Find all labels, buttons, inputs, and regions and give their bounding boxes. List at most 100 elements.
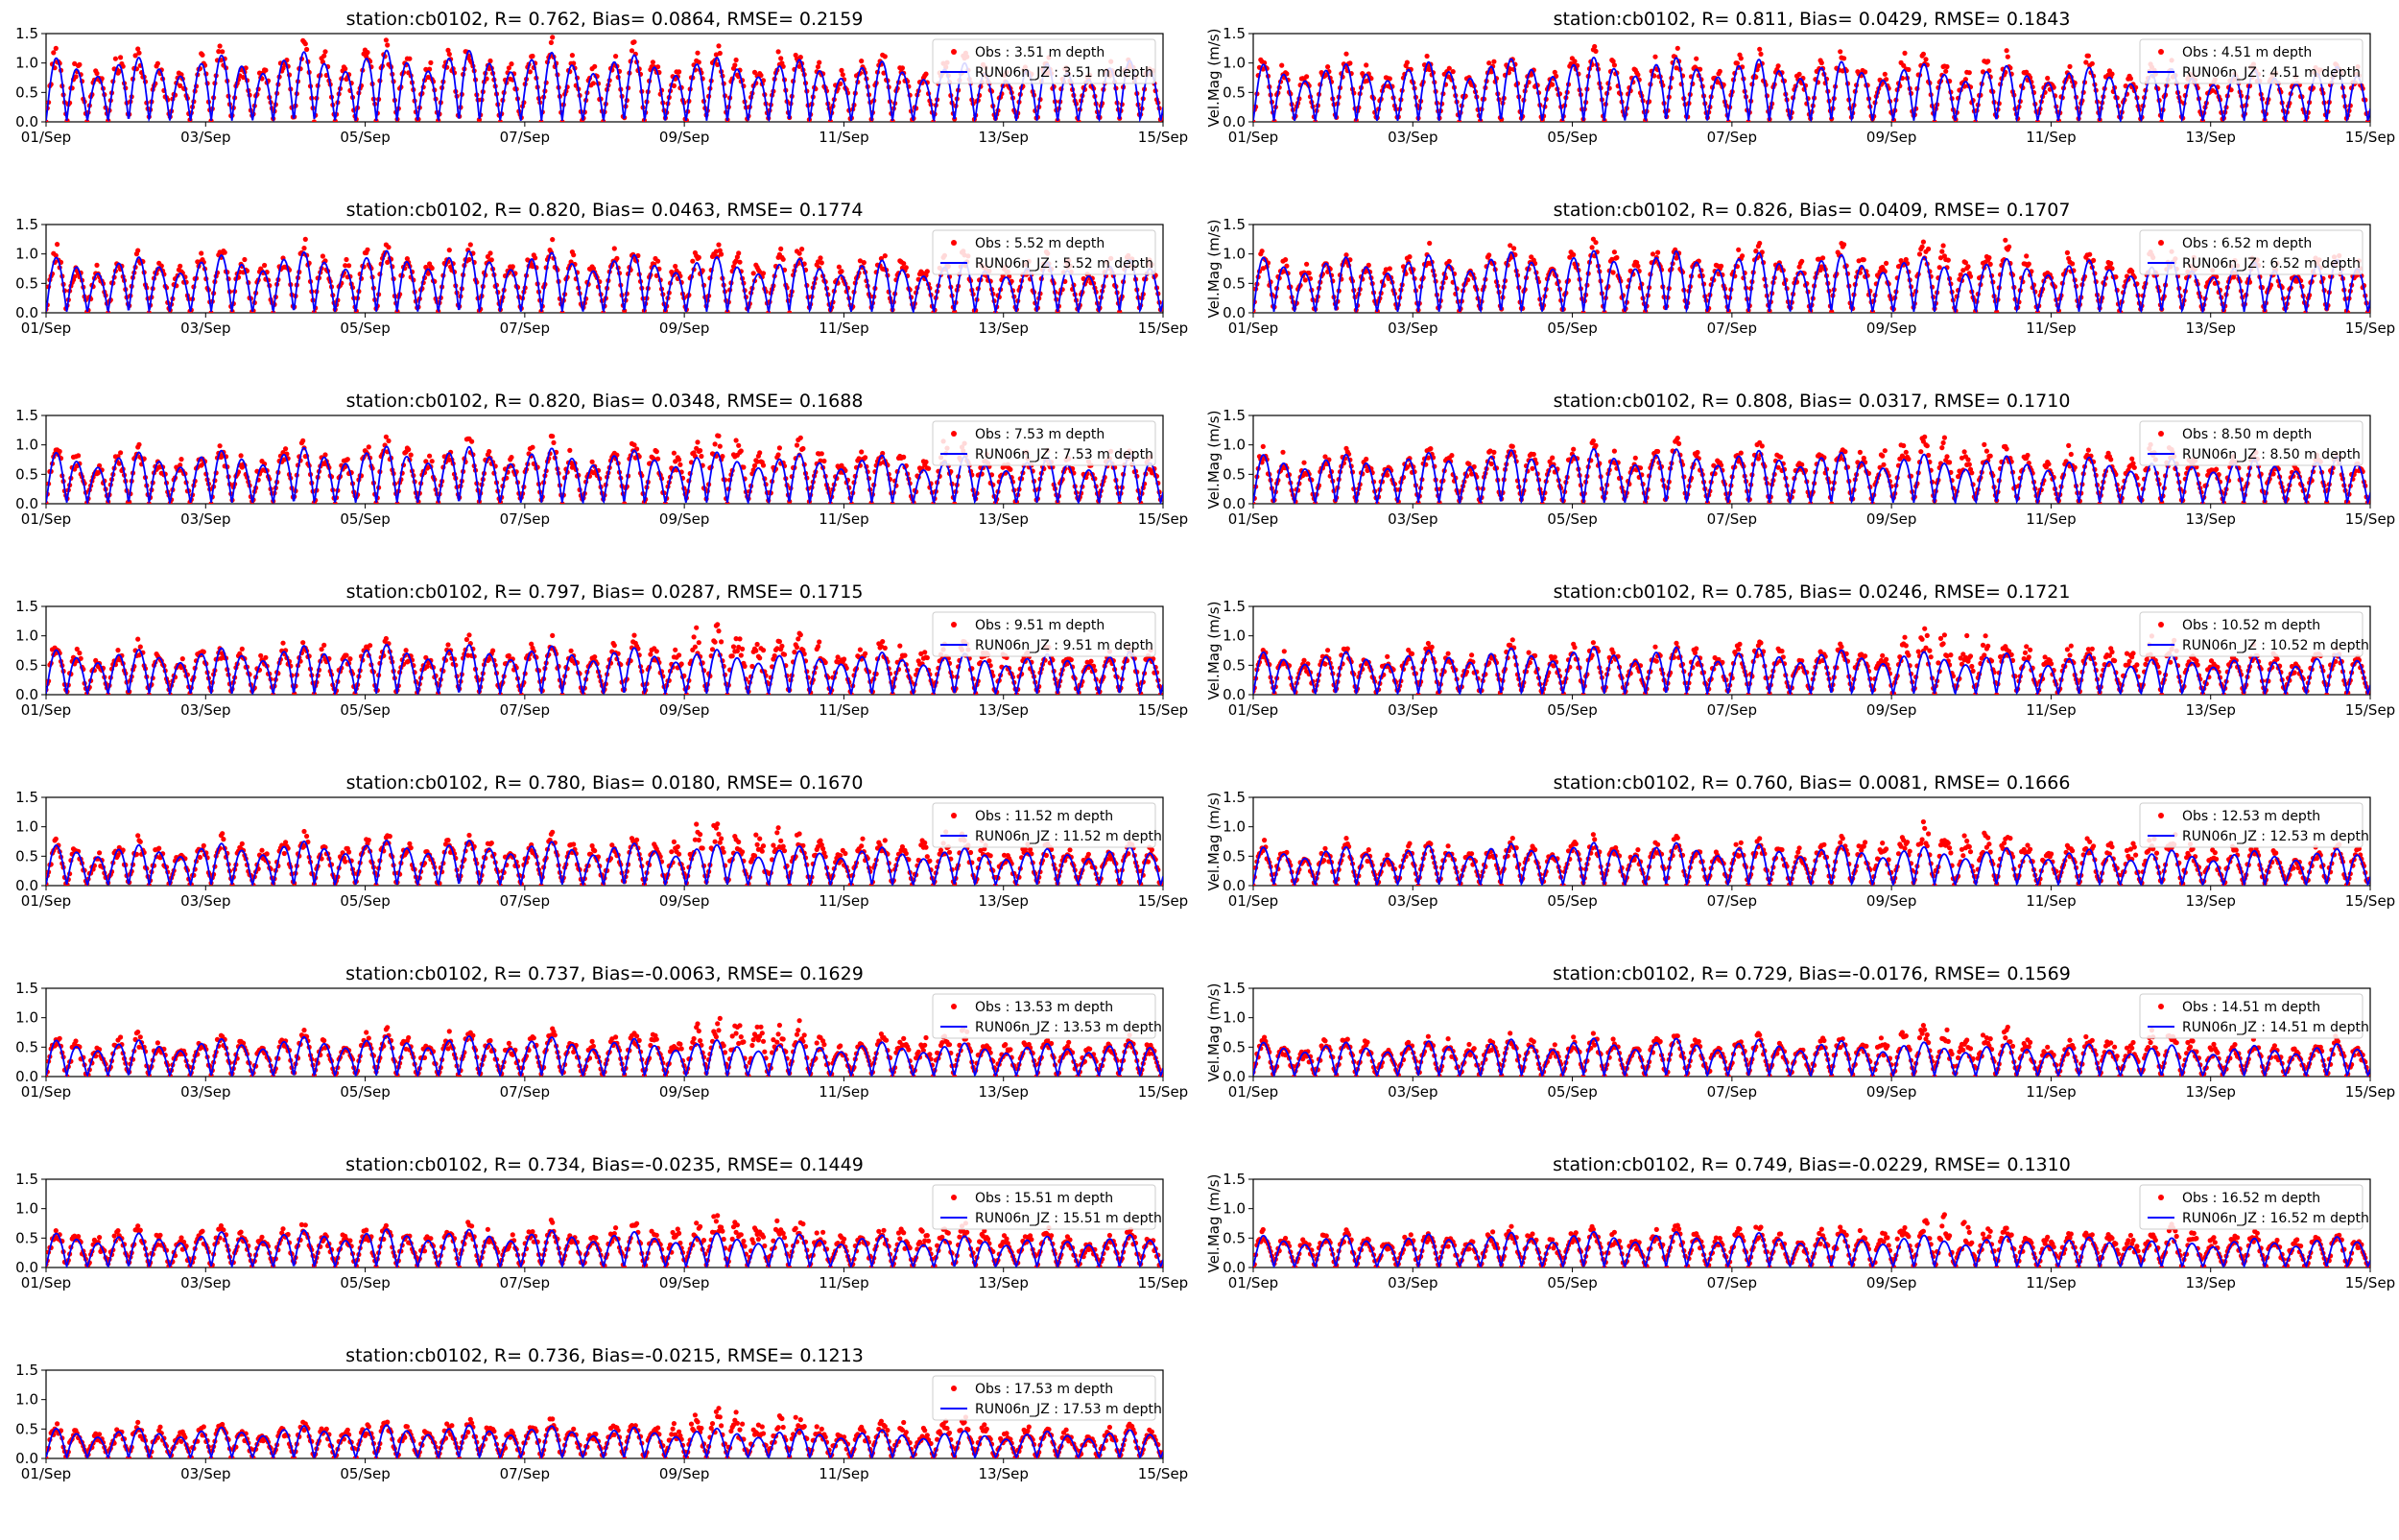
obs-point bbox=[2067, 64, 2072, 69]
obs-point bbox=[2086, 54, 2091, 59]
obs-point bbox=[883, 253, 888, 258]
obs-point bbox=[734, 58, 739, 62]
obs-point bbox=[343, 66, 347, 71]
obs-point bbox=[1884, 261, 1888, 266]
obs-point bbox=[622, 501, 627, 506]
obs-point bbox=[2324, 119, 2329, 124]
obs-point bbox=[1407, 254, 1412, 259]
obs-point bbox=[2109, 72, 2114, 77]
x-tick-label: 11/Sep bbox=[2026, 320, 2076, 337]
obs-point bbox=[1447, 259, 1452, 264]
obs-point bbox=[900, 65, 905, 70]
obs-point bbox=[178, 457, 183, 462]
x-tick-label: 07/Sep bbox=[500, 510, 550, 528]
obs-point bbox=[385, 42, 390, 47]
obs-point bbox=[1719, 264, 1723, 269]
obs-point bbox=[1939, 249, 1944, 254]
x-tick-label: 13/Sep bbox=[979, 129, 1029, 146]
x-tick-label: 07/Sep bbox=[500, 129, 550, 146]
obs-point bbox=[218, 43, 223, 48]
obs-point bbox=[718, 51, 723, 56]
obs-point bbox=[551, 440, 556, 445]
y-tick-label: 1.0 bbox=[15, 437, 38, 454]
obs-point bbox=[734, 438, 739, 442]
obs-point bbox=[1364, 457, 1368, 462]
obs-point bbox=[797, 251, 802, 256]
obs-point bbox=[1428, 446, 1433, 451]
obs-point bbox=[1739, 56, 1744, 60]
obs-point bbox=[737, 260, 742, 265]
subplot-4: station:cb0102, R= 0.826, Bias= 0.0409, … bbox=[1205, 200, 2395, 337]
x-tick-label: 05/Sep bbox=[1547, 510, 1597, 528]
obs-point bbox=[430, 459, 435, 463]
obs-point bbox=[1550, 83, 1555, 87]
obs-point bbox=[1593, 49, 1598, 54]
obs-point bbox=[839, 269, 843, 273]
obs-point bbox=[841, 72, 845, 77]
obs-point bbox=[778, 56, 783, 60]
obs-point bbox=[1343, 52, 1348, 57]
obs-point bbox=[367, 444, 371, 449]
obs-point bbox=[1280, 450, 1285, 455]
obs-point bbox=[781, 257, 786, 262]
obs-point bbox=[2108, 261, 2113, 266]
obs-point bbox=[509, 455, 513, 460]
obs-point bbox=[530, 54, 534, 59]
y-tick-label: 0.5 bbox=[15, 83, 38, 101]
legend-obs-label: Obs : 6.52 m depth bbox=[2182, 236, 2312, 251]
legend-obs-marker bbox=[951, 49, 957, 55]
obs-point bbox=[2070, 261, 2075, 266]
y-tick-label: 1.0 bbox=[1223, 437, 1246, 454]
obs-point bbox=[1776, 63, 1781, 68]
x-tick-label: 03/Sep bbox=[180, 510, 230, 528]
x-tick-label: 13/Sep bbox=[2186, 510, 2236, 528]
obs-point bbox=[736, 443, 741, 448]
x-tick-label: 05/Sep bbox=[1547, 320, 1597, 337]
x-tick-label: 11/Sep bbox=[2026, 129, 2076, 146]
obs-point bbox=[1593, 240, 1598, 245]
obs-point bbox=[1736, 248, 1741, 252]
obs-point bbox=[570, 53, 575, 58]
obs-point bbox=[1427, 241, 1432, 246]
obs-point bbox=[386, 245, 391, 249]
obs-point bbox=[76, 453, 81, 458]
obs-point bbox=[798, 436, 803, 440]
obs-point bbox=[651, 59, 655, 64]
obs-point bbox=[1301, 461, 1306, 465]
obs-point bbox=[321, 253, 325, 258]
x-tick-label: 07/Sep bbox=[1707, 129, 1757, 146]
obs-point bbox=[1986, 255, 1991, 260]
obs-point bbox=[322, 49, 327, 54]
y-tick-label: 0.5 bbox=[1223, 274, 1246, 292]
obs-point bbox=[1967, 70, 1972, 75]
obs-point bbox=[1797, 72, 1802, 77]
obs-point bbox=[923, 460, 928, 464]
obs-point bbox=[1614, 255, 1619, 260]
subplot-title: station:cb0102, R= 0.808, Bias= 0.0317, … bbox=[1554, 391, 2071, 412]
obs-point bbox=[1883, 72, 1888, 77]
obs-point bbox=[550, 35, 555, 39]
x-tick-label: 09/Sep bbox=[659, 510, 709, 528]
obs-point bbox=[550, 237, 555, 242]
obs-point bbox=[1921, 240, 1926, 245]
obs-point bbox=[698, 448, 702, 453]
obs-point bbox=[1486, 60, 1491, 65]
obs-point bbox=[1511, 246, 1516, 250]
y-axis-label: Vel.Mag (m/s) bbox=[1205, 411, 1223, 509]
x-tick-label: 07/Sep bbox=[1707, 510, 1757, 528]
obs-point bbox=[567, 448, 572, 453]
obs-point bbox=[2087, 252, 2092, 257]
obs-point bbox=[677, 69, 681, 74]
obs-point bbox=[94, 71, 99, 76]
legend-obs-marker bbox=[951, 240, 957, 246]
legend-obs-label: Obs : 4.51 m depth bbox=[2182, 45, 2312, 60]
x-tick-label: 03/Sep bbox=[180, 129, 230, 146]
obs-point bbox=[818, 255, 822, 260]
obs-point bbox=[613, 54, 618, 59]
x-tick-label: 01/Sep bbox=[1228, 320, 1278, 337]
x-tick-label: 13/Sep bbox=[2186, 320, 2236, 337]
obs-point bbox=[239, 453, 244, 458]
obs-point bbox=[1675, 46, 1680, 51]
